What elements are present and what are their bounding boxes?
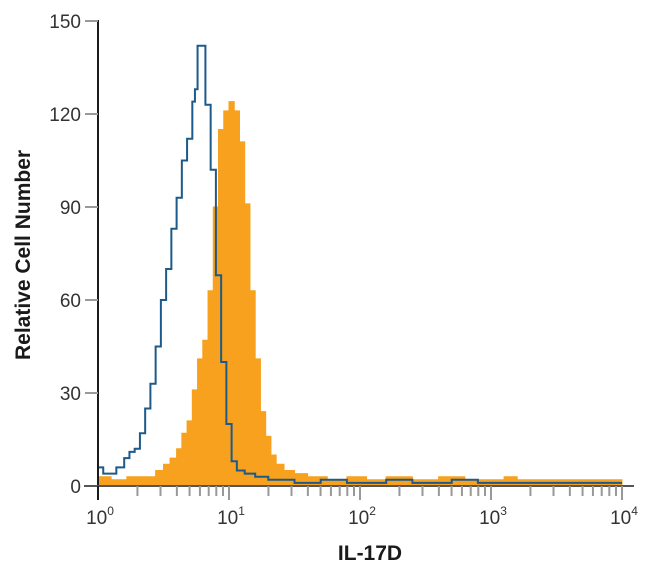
y-tick-label: 90 xyxy=(60,198,81,219)
y-tick-label: 120 xyxy=(49,105,81,126)
histogram-series-layer xyxy=(97,44,623,487)
y-tick-label: 30 xyxy=(60,384,81,405)
y-tick-label: 60 xyxy=(60,291,81,312)
y-tick-label: 0 xyxy=(70,477,81,498)
x-tick-label: 100 xyxy=(86,504,114,529)
histogram-filled-series xyxy=(97,101,623,487)
x-tick-label: 103 xyxy=(479,504,507,529)
x-tick-label: 104 xyxy=(610,504,638,529)
x-axis-title: IL-17D xyxy=(338,542,402,565)
x-tick-label: 101 xyxy=(217,504,245,529)
x-axis: 100 101 102 103 104 xyxy=(84,485,638,529)
y-axis: 0 30 60 90 120 150 xyxy=(49,12,99,500)
y-axis-title: Relative Cell Number xyxy=(12,150,35,360)
x-tick-label: 102 xyxy=(348,504,376,529)
histogram-outline-series xyxy=(98,44,622,484)
y-tick-label: 150 xyxy=(49,12,81,33)
